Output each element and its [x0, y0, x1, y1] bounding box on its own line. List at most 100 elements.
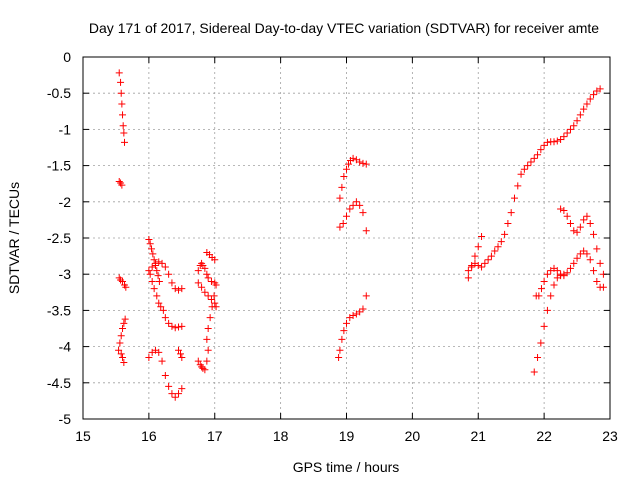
data-point	[211, 299, 219, 307]
data-point	[212, 281, 220, 289]
data-point	[560, 272, 568, 280]
data-point	[576, 111, 584, 119]
data-point	[543, 306, 551, 314]
data-point	[171, 393, 179, 401]
data-point	[340, 172, 348, 180]
data-point	[543, 138, 551, 146]
series-s22	[532, 264, 568, 300]
axis-ticks	[82, 56, 611, 420]
data-point	[540, 277, 548, 285]
data-point	[557, 270, 565, 278]
series-s10	[175, 346, 186, 361]
data-point	[204, 325, 212, 332]
data-point	[335, 353, 343, 361]
data-point	[566, 264, 574, 272]
data-point	[359, 209, 367, 217]
data-point	[207, 277, 215, 285]
series-s14	[203, 281, 220, 343]
series-s3	[115, 274, 130, 291]
data-point	[165, 319, 173, 327]
data-point	[352, 198, 360, 206]
data-point	[540, 322, 548, 330]
data-point	[338, 335, 346, 343]
data-point	[336, 223, 344, 231]
data-point	[168, 279, 176, 287]
data-point	[343, 165, 350, 173]
data-points	[115, 69, 607, 401]
x-tick-labels: 15 16 17 18 19 20 21 22 23	[75, 428, 618, 444]
data-point	[119, 122, 127, 130]
series-s15	[203, 248, 219, 264]
data-point	[208, 303, 216, 311]
data-point	[158, 259, 166, 267]
data-point	[590, 230, 598, 238]
data-point	[168, 390, 176, 398]
data-point	[471, 252, 479, 260]
x-tick-label: 19	[339, 428, 355, 444]
data-point	[514, 182, 522, 190]
data-point	[535, 292, 543, 300]
y-tick-label: -3	[59, 266, 72, 282]
data-point	[155, 277, 163, 285]
data-point	[198, 363, 206, 371]
data-point	[563, 129, 571, 137]
data-point	[161, 372, 169, 380]
data-point	[168, 322, 176, 330]
data-point	[491, 247, 499, 255]
data-point	[474, 243, 482, 251]
y-tick-label: -4	[59, 339, 72, 355]
data-point	[349, 154, 357, 162]
data-point	[359, 159, 367, 167]
data-point	[145, 235, 153, 243]
data-point	[148, 245, 156, 253]
data-point	[580, 216, 588, 224]
data-point	[573, 117, 581, 125]
data-point	[504, 220, 512, 228]
data-point	[553, 137, 561, 145]
data-point	[520, 165, 528, 173]
data-point	[593, 277, 601, 285]
data-point	[478, 233, 486, 241]
y-tick-label: -3.5	[47, 302, 71, 318]
data-point	[540, 141, 548, 149]
data-point	[148, 277, 156, 285]
x-tick-label: 23	[602, 428, 618, 444]
data-point	[153, 267, 161, 275]
data-point	[176, 350, 184, 358]
series-s19	[464, 85, 604, 275]
data-point	[148, 263, 156, 271]
data-point	[175, 390, 183, 398]
chart-title: Day 171 of 2017, Sidereal Day-to-day VTE…	[89, 20, 599, 36]
data-point	[116, 339, 124, 347]
data-point	[203, 335, 211, 343]
y-tick-label: -5	[59, 411, 72, 427]
data-point	[155, 299, 163, 307]
data-point	[550, 138, 558, 146]
data-point	[474, 262, 482, 270]
data-point	[468, 263, 476, 271]
data-point	[356, 201, 364, 209]
data-point	[586, 256, 594, 264]
data-point	[547, 292, 555, 300]
series-s8	[146, 270, 186, 332]
data-point	[117, 332, 125, 340]
data-point	[115, 69, 123, 77]
x-tick-label: 15	[75, 428, 91, 444]
data-point	[481, 259, 489, 267]
data-point	[534, 353, 542, 361]
x-tick-label: 18	[273, 428, 289, 444]
data-point	[356, 158, 364, 166]
data-point	[165, 382, 173, 390]
data-point	[146, 270, 154, 278]
data-point	[178, 322, 186, 330]
data-point	[573, 228, 581, 236]
data-point	[494, 243, 502, 251]
data-point	[207, 296, 215, 304]
data-point	[194, 357, 202, 365]
data-point	[122, 283, 130, 291]
data-point	[524, 162, 532, 170]
data-point	[356, 308, 364, 316]
data-point	[201, 264, 209, 272]
data-point	[165, 270, 173, 278]
